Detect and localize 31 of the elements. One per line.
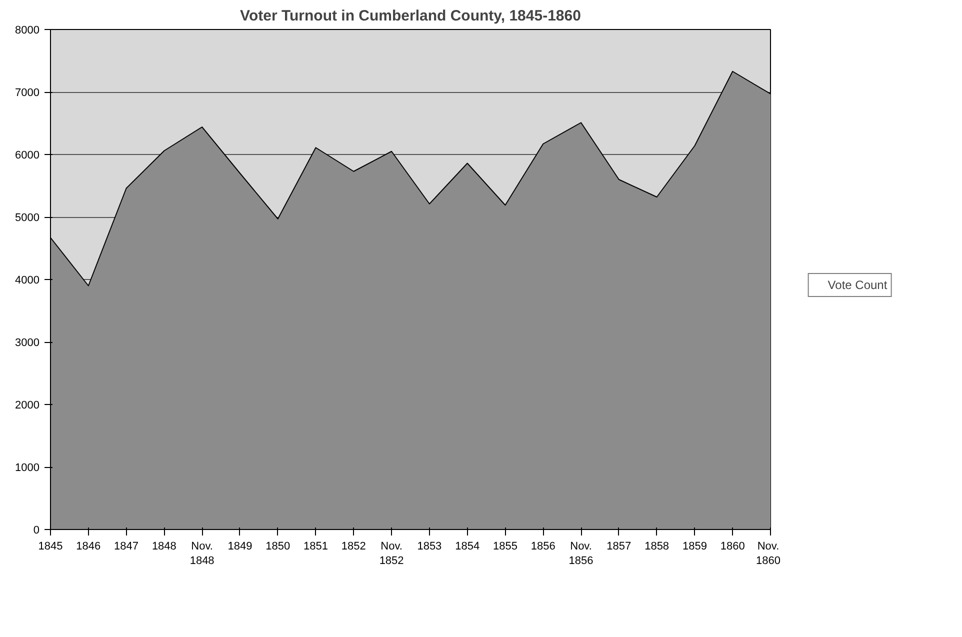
y-tick-label: 3000 xyxy=(15,337,40,349)
y-tick-label: 5000 xyxy=(15,212,40,224)
text: Vote Count xyxy=(828,278,888,292)
y-tick-label: 1000 xyxy=(15,462,40,474)
x-tick-label: Nov. 1848 xyxy=(190,540,214,567)
x-tick-label: 1851 xyxy=(304,540,328,552)
y-tick-label: 0 xyxy=(33,524,40,536)
x-tick-label: 1859 xyxy=(682,540,707,552)
x-tick-label: 1854 xyxy=(455,540,480,552)
x-tick-label: 1857 xyxy=(606,540,632,552)
x-tick-label: 1853 xyxy=(417,540,442,552)
x-tick-label: Nov. 1860 xyxy=(756,540,781,567)
chart-title: Voter Turnout in Cumberland County, 1845-1860 xyxy=(240,8,581,24)
x-tick-label: 1846 xyxy=(76,540,101,552)
y-tick-label: 8000 xyxy=(15,24,40,36)
x-tick-label: 1858 xyxy=(644,540,670,552)
x-tick-label: 1852 xyxy=(341,540,366,552)
y-tick-label: 6000 xyxy=(15,150,40,162)
x-tick-label: Nov. 1856 xyxy=(568,540,594,567)
y-tick-label: 4000 xyxy=(15,274,40,286)
x-tick-label: Nov. 1852 xyxy=(379,540,404,567)
x-tick-label: 1855 xyxy=(493,540,518,552)
x-tick-label: 1850 xyxy=(266,540,290,552)
y-tick-label: 7000 xyxy=(15,87,40,99)
x-tick-label: 1849 xyxy=(228,540,252,552)
y-tick-label: 2000 xyxy=(15,400,40,412)
x-tick-label: 1847 xyxy=(114,540,139,552)
x-tick-label: 1845 xyxy=(38,540,63,552)
x-tick-label: 1848 xyxy=(152,540,176,552)
x-tick-label: 1856 xyxy=(530,540,556,552)
x-tick-label: 1860 xyxy=(720,540,745,552)
